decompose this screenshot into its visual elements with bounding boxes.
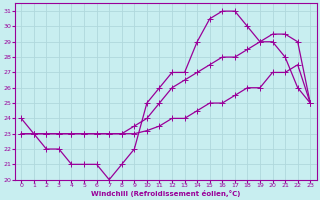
X-axis label: Windchill (Refroidissement éolien,°C): Windchill (Refroidissement éolien,°C) <box>91 190 240 197</box>
